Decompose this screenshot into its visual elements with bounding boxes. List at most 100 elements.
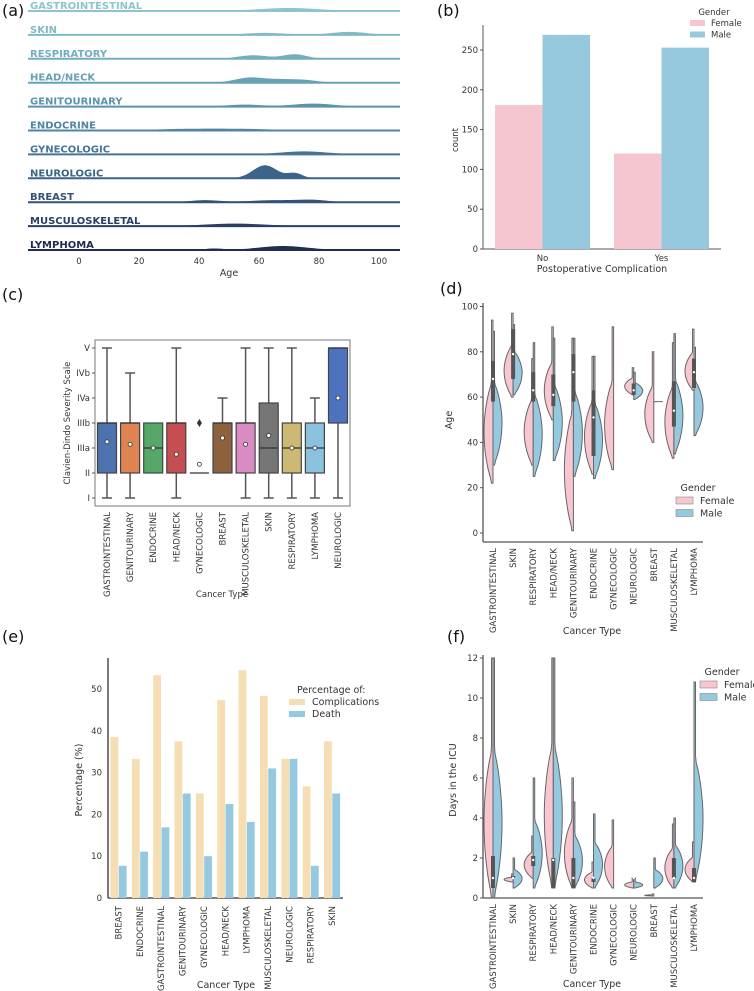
violin-female: [483, 319, 494, 484]
x-tick-label: RESPIRATORY: [529, 547, 539, 605]
x-tick-label: GENITOURINARY: [179, 905, 189, 976]
bar-female: [614, 153, 662, 249]
panel-label: (a): [2, 1, 24, 20]
inner-box: [692, 868, 696, 882]
median-dot: [632, 876, 635, 880]
violin-female: [624, 877, 635, 889]
y-tick-label: 100: [462, 303, 478, 313]
x-axis-label: Age: [220, 268, 239, 279]
bar-death: [161, 827, 170, 898]
violin-female: [483, 657, 494, 899]
violin-female: [523, 835, 534, 879]
x-tick-label: HEAD/NECK: [172, 512, 182, 563]
x-tick-label: MUSCULOSKELETAL: [670, 904, 680, 988]
violin-male: [532, 777, 543, 889]
x-tick-label: GENITOURINARY: [569, 903, 579, 974]
x-tick-label: GASTROINTESTINAL: [157, 906, 167, 991]
y-tick-label: II: [85, 469, 90, 479]
y-axis-label: count: [451, 127, 461, 152]
legend-label: Female: [711, 19, 742, 29]
bar-death: [182, 793, 191, 898]
legend-swatch: [289, 711, 305, 717]
x-axis-label: Cancer Type: [196, 590, 248, 600]
x-tick-label: SKIN: [509, 548, 519, 568]
ridge-label: LYMPHOMA: [30, 240, 94, 251]
y-tick-label: 12: [467, 654, 478, 664]
inner-box: [491, 856, 495, 888]
legend-label: Male: [724, 693, 747, 704]
mean-marker: [289, 445, 295, 451]
ridge-label: SKIN: [30, 25, 57, 36]
mean-marker: [127, 441, 133, 447]
x-tick-label: ENDOCRINE: [590, 904, 600, 955]
mean-marker: [220, 435, 225, 441]
x-tick-label: 60: [254, 257, 265, 267]
median-dot: [572, 370, 575, 374]
ridge-density: [28, 54, 400, 59]
bar-female: [495, 104, 543, 249]
x-tick-label: SKIN: [509, 904, 519, 924]
violin-female: [543, 657, 554, 889]
inner-box: [671, 858, 676, 878]
y-tick-label: 40: [91, 727, 102, 737]
y-tick-label: 80: [467, 348, 478, 358]
legend-title: Gender: [680, 483, 715, 494]
median-dot: [511, 876, 515, 880]
y-tick-label: IIIa: [77, 444, 90, 454]
x-tick-label: GASTROINTESTINAL: [489, 548, 499, 633]
bar-complications: [324, 741, 332, 898]
x-tick-label: GYNECOLOGIC: [610, 904, 620, 966]
bar-death: [332, 793, 341, 898]
mean-marker: [312, 445, 318, 451]
panel-label: (b): [437, 1, 460, 20]
violin-female: [664, 823, 675, 889]
x-tick-label: RESPIRATORY: [529, 903, 539, 961]
x-tick-label: BREAST: [219, 511, 229, 545]
legend-swatch: [675, 509, 694, 517]
box: [119, 422, 141, 474]
violin-female: [584, 861, 594, 889]
bar-complications: [238, 670, 247, 898]
y-tick-label: IVa: [77, 394, 90, 404]
inner-box: [491, 360, 495, 402]
y-axis-label: Days in the ICU: [448, 743, 459, 816]
ridge-label: RESPIRATORY: [30, 49, 108, 60]
violin-female: [684, 328, 695, 391]
y-tick-label: 50: [467, 205, 478, 215]
inner-box: [551, 858, 556, 888]
x-tick-label: BREAST: [650, 903, 660, 937]
bar-complications: [110, 737, 119, 898]
violin-female: [604, 326, 615, 471]
x-tick-label: BREAST: [650, 547, 660, 581]
y-tick-label: 20: [91, 810, 102, 820]
x-tick-label: 0: [76, 257, 81, 267]
y-axis-label: Clavien-Dindo Severity Scale: [63, 362, 73, 485]
legend-label: Male: [711, 31, 731, 41]
median-dot: [632, 389, 635, 392]
x-tick-label: ENDOCRINE: [136, 906, 146, 957]
violin-female: [523, 358, 534, 466]
bar-male: [661, 47, 709, 249]
legend-label: Female: [724, 680, 754, 691]
violin-age: 0 20 40 60 80 100 GASTROINTESTINAL SKIN RESPIRAT…: [444, 303, 735, 638]
inner-box: [671, 381, 676, 427]
x-tick-label: 40: [194, 257, 205, 267]
y-tick-label: 60: [467, 393, 478, 403]
x-tick-label: NEUROLOGIC: [630, 904, 640, 961]
y-tick-label: 40: [467, 438, 478, 448]
ridge-label: NEUROLOGIC: [30, 168, 103, 179]
bar-death: [225, 803, 234, 898]
y-axis-label: Percentage (%): [74, 744, 85, 817]
inner-box: [571, 354, 576, 402]
y-tick-label: 2: [473, 854, 478, 864]
violin-female: [563, 777, 574, 889]
x-tick-label: 20: [134, 257, 145, 267]
x-tick-label: SKIN: [328, 906, 338, 926]
box: [212, 422, 233, 474]
bar-complications: [174, 741, 183, 898]
y-tick-label: 50: [91, 685, 102, 695]
violin-male: [593, 355, 603, 480]
ridge-label: HEAD/NECK: [30, 73, 96, 84]
x-tick-label: HEAD/NECK: [549, 904, 559, 955]
